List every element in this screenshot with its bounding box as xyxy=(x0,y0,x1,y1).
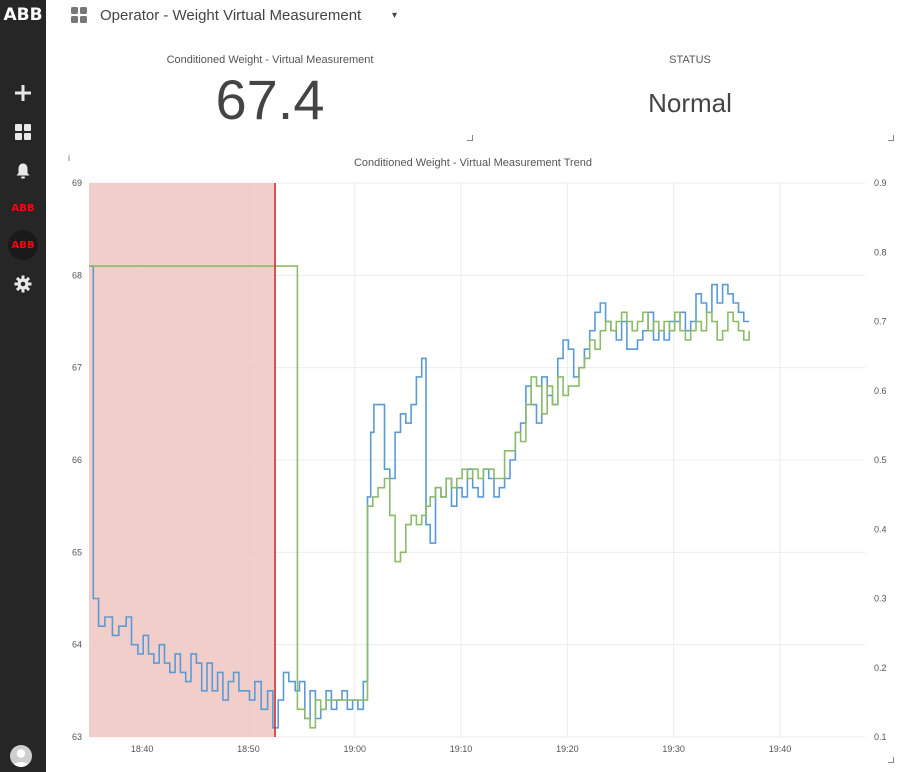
x-tick-label: 18:40 xyxy=(131,744,154,754)
series-line-2 xyxy=(89,265,750,729)
sidebar-add-button[interactable] xyxy=(0,78,46,108)
y-tick-label-left: 63 xyxy=(72,732,82,742)
y-tick-label-left: 67 xyxy=(72,363,82,373)
plus-icon xyxy=(15,85,31,101)
y-axis-right: 0.9 0.8 0.7 0.6 0.5 0.4 0.3 0.2 0.1 xyxy=(874,178,887,742)
resize-handle[interactable] xyxy=(888,135,894,141)
sidebar-settings-button[interactable] xyxy=(0,269,46,299)
chevron-down-icon[interactable]: ▾ xyxy=(392,10,398,21)
highlight-band xyxy=(89,183,276,737)
y-tick-label-right: 0.8 xyxy=(874,247,887,257)
x-axis: 18:40 18:50 19:00 19:10 19:20 19:30 19:40 xyxy=(131,744,791,754)
chart-grid xyxy=(89,182,865,738)
resize-handle[interactable] xyxy=(888,757,894,763)
page-header: Operator - Weight Virtual Measurement ▾ xyxy=(46,0,900,32)
sidebar: ABB ABB ABB xyxy=(0,0,46,772)
x-tick-label: 19:30 xyxy=(662,744,685,754)
abb-app-badge: ABB xyxy=(8,230,38,260)
x-tick-label: 19:40 xyxy=(769,744,792,754)
user-avatar[interactable] xyxy=(10,745,32,767)
dashboard-grid-icon xyxy=(71,7,87,23)
y-tick-label-right: 0.5 xyxy=(874,455,887,465)
gear-icon xyxy=(14,275,32,293)
sidebar-dashboards-button[interactable] xyxy=(0,117,46,147)
abb-logo: ABB xyxy=(3,5,43,25)
y-tick-label-right: 0.1 xyxy=(874,732,887,742)
y-tick-label-right: 0.3 xyxy=(874,594,887,604)
x-tick-label: 19:20 xyxy=(556,744,579,754)
sidebar-alarms-button[interactable] xyxy=(0,156,46,186)
series-line-1 xyxy=(89,265,750,729)
x-tick-label: 18:50 xyxy=(237,744,260,754)
y-tick-label-right: 0.7 xyxy=(874,317,887,327)
user-icon xyxy=(13,749,29,767)
y-tick-label-left: 64 xyxy=(72,640,82,650)
abb-app-label: ABB xyxy=(11,202,35,214)
y-tick-label-right: 0.2 xyxy=(874,663,887,673)
y-tick-label-left: 68 xyxy=(72,270,82,280)
y-tick-label-right: 0.9 xyxy=(874,178,887,188)
y-tick-label-left: 66 xyxy=(72,455,82,465)
sidebar-abb-app-1[interactable]: ABB xyxy=(0,193,46,223)
y-tick-label-left: 65 xyxy=(72,547,82,557)
abb-app-label: ABB xyxy=(11,239,35,251)
sidebar-abb-app-2[interactable]: ABB xyxy=(0,230,46,260)
resize-handle[interactable] xyxy=(467,135,473,141)
x-tick-label: 19:00 xyxy=(343,744,366,754)
y-tick-label-right: 0.6 xyxy=(874,386,887,396)
kpi-label: Conditioned Weight - Virtual Measurement xyxy=(166,54,374,66)
kpi-value: 67.4 xyxy=(215,68,325,131)
trend-title: Conditioned Weight - Virtual Measurement… xyxy=(353,157,593,169)
info-icon[interactable]: i xyxy=(68,153,70,163)
y-tick-label-left: 69 xyxy=(72,178,82,188)
x-tick-label: 19:10 xyxy=(450,744,473,754)
status-label: STATUS xyxy=(669,54,711,66)
y-axis-left: 69 68 67 66 65 64 63 xyxy=(72,178,82,742)
grid-icon xyxy=(15,124,31,140)
status-value: Normal xyxy=(648,88,732,118)
y-tick-label-right: 0.4 xyxy=(874,524,887,534)
bell-icon xyxy=(16,163,30,179)
chart-series xyxy=(89,265,750,729)
page-title[interactable]: Operator - Weight Virtual Measurement xyxy=(100,7,362,24)
